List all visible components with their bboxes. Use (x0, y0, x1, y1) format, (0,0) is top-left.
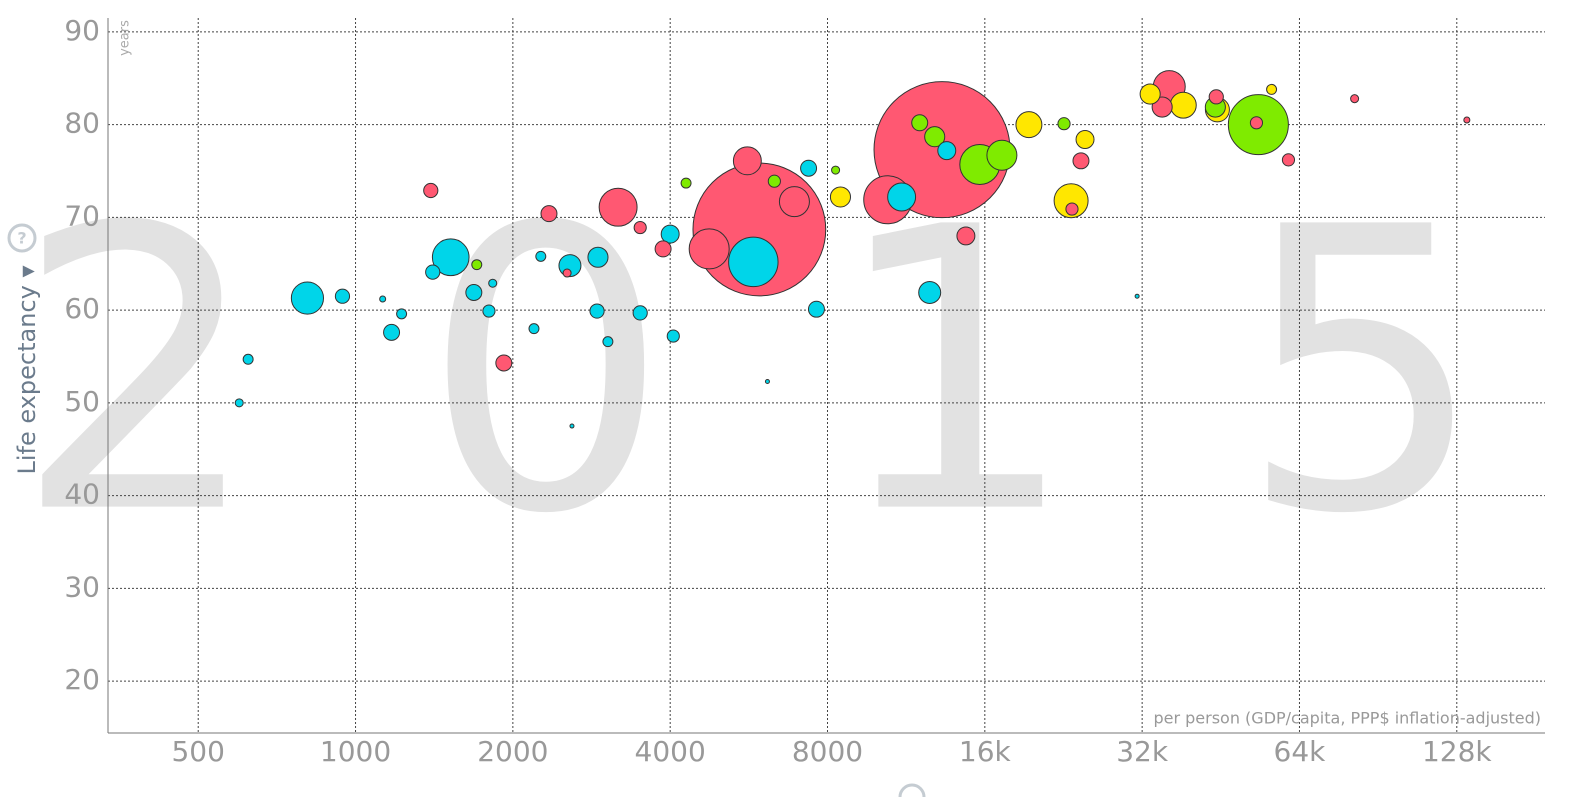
bubble (654, 240, 672, 258)
bubble (569, 423, 575, 429)
bubble (1208, 89, 1224, 105)
bubble (602, 336, 614, 348)
bubble (535, 250, 547, 262)
bubble (425, 264, 441, 280)
bubble (242, 353, 254, 365)
bubble (1072, 152, 1090, 170)
bubble (633, 221, 647, 235)
bubble (234, 398, 244, 408)
bubble (778, 186, 810, 218)
bubble (562, 268, 572, 278)
bubble (379, 295, 387, 303)
bubble (495, 354, 513, 372)
bubble (431, 238, 470, 277)
y-tick-label: 50 (64, 385, 100, 418)
help-icon[interactable] (898, 783, 926, 801)
bubble (423, 182, 439, 199)
bubble (482, 304, 496, 318)
bubble (831, 165, 841, 175)
svg-text:?: ? (17, 229, 26, 248)
help-icon[interactable]: ? (7, 223, 37, 253)
bubble (764, 379, 770, 385)
bubble (396, 308, 408, 320)
bubble (1151, 96, 1173, 118)
labels: 20 30 40 50 60 70 80 90 500 1000 2000 4000 8000 16k 32… (64, 14, 1492, 768)
y-axis-label[interactable]: Life expectancy ▾ (13, 265, 41, 474)
bubble (956, 226, 976, 246)
y-tick-label: 30 (64, 570, 100, 603)
bubble (660, 224, 680, 244)
bubble (728, 236, 779, 288)
bubble (688, 228, 730, 270)
bubble (1015, 111, 1043, 139)
bubble (732, 146, 762, 176)
y-tick-label: 60 (64, 292, 100, 325)
bubble (918, 281, 942, 304)
x-tick-label: 64k (1274, 735, 1327, 768)
x-tick-label: 8000 (792, 735, 863, 768)
bubble (1053, 183, 1089, 219)
y-unit: years (118, 20, 133, 56)
y-tick-label: 70 (64, 199, 100, 232)
x-axis-label: per person (GDP/capita, PPP$ inflation-a… (1153, 709, 1541, 728)
y-tick-label: 80 (64, 107, 100, 140)
bubble (666, 329, 680, 343)
bubble (937, 141, 957, 161)
bubble (1350, 94, 1360, 104)
bubble (800, 159, 818, 177)
bubble (488, 278, 498, 288)
bubble (887, 182, 917, 212)
bubble (1249, 116, 1264, 130)
bubble (598, 187, 638, 227)
x-tick-label: 128k (1422, 735, 1492, 768)
bubble (911, 114, 929, 132)
y-tick-label: 90 (64, 14, 100, 47)
bubble (1281, 153, 1296, 167)
bubble (1134, 293, 1140, 299)
grid (108, 18, 1545, 733)
bubble (1463, 116, 1471, 124)
bubble (589, 303, 605, 319)
bubble (1169, 91, 1197, 119)
bubble (807, 300, 825, 318)
bubble (829, 186, 852, 208)
x-tick-label: 16k (959, 735, 1012, 768)
bubbles (234, 70, 1471, 429)
bubble (383, 323, 401, 341)
bubble (1057, 117, 1071, 131)
bubble (290, 281, 325, 315)
bubble (924, 126, 946, 148)
bubble (1139, 83, 1161, 105)
bubble (986, 139, 1018, 171)
y-tick-label: 40 (64, 478, 100, 511)
bubble (471, 259, 483, 271)
bubble (465, 284, 483, 301)
bubble (1065, 202, 1079, 216)
bubble (587, 246, 609, 268)
bubble (1266, 83, 1278, 95)
x-tick-label: 4000 (635, 735, 706, 768)
x-tick-label: 2000 (477, 735, 548, 768)
bubble (540, 205, 558, 223)
bubble (334, 288, 351, 304)
x-tick-label: 32k (1116, 735, 1169, 768)
bubble (1075, 130, 1095, 149)
bubble (680, 177, 692, 189)
y-tick-label: 20 (64, 663, 100, 696)
bubble (767, 174, 781, 188)
bubble (632, 305, 648, 321)
x-tick-label: 500 (171, 735, 224, 768)
x-tick-label: 1000 (320, 735, 391, 768)
bubble (528, 323, 540, 335)
